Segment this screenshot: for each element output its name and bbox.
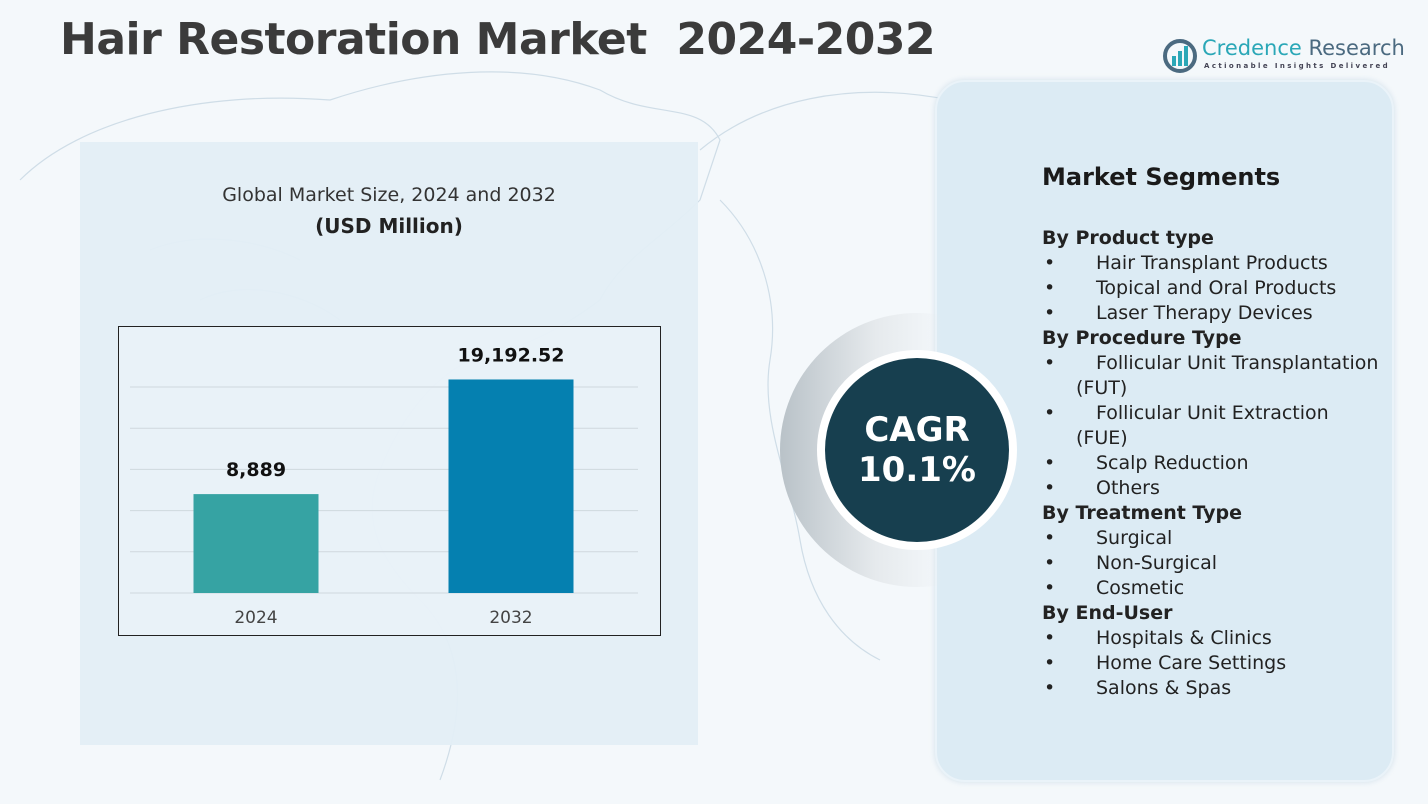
logo-name-1: Credence <box>1202 36 1302 60</box>
segment-item-label: Surgical <box>1096 527 1173 549</box>
segment-item: • Follicular Unit Transplantation (FUT) <box>1042 351 1382 401</box>
segment-group-heading: By Procedure Type <box>1042 327 1242 349</box>
segment-group-heading: By Treatment Type <box>1042 502 1243 524</box>
x-tick-label: 2032 <box>489 608 532 628</box>
segments-list: By Product type • Hair Transplant Products… <box>1042 226 1382 701</box>
chart-subtitle: (USD Million) <box>315 214 463 238</box>
bar-2032 <box>448 379 574 593</box>
segments-title: Market Segments <box>1042 163 1281 191</box>
segment-item-label: Hair Transplant Products <box>1096 252 1328 274</box>
segment-item-label: Topical and Oral Products <box>1096 277 1337 299</box>
logo: Credence Research Actionable Insights De… <box>1162 36 1405 76</box>
segment-item-label: Follicular Unit Transplantation (FUT) <box>1076 352 1379 399</box>
segment-item: • Laser Therapy Devices <box>1042 301 1382 326</box>
segment-item-label: Laser Therapy Devices <box>1096 302 1313 324</box>
logo-tagline: Actionable Insights Delivered <box>1204 62 1390 70</box>
segment-item-label: Others <box>1096 477 1160 499</box>
segment-group-heading: By End-User <box>1042 602 1173 624</box>
bullet-icon: • <box>1044 652 1056 674</box>
segment-item: • Non-Surgical <box>1042 551 1382 576</box>
bullet-icon: • <box>1044 252 1056 274</box>
segment-item-label: Scalp Reduction <box>1096 452 1249 474</box>
segment-group-heading: By Product type <box>1042 227 1214 249</box>
x-tick-label: 2024 <box>234 608 277 628</box>
bullet-icon: • <box>1044 302 1056 324</box>
segment-item: •Scalp Reduction <box>1042 451 1382 476</box>
segment-item: • Cosmetic <box>1042 576 1382 601</box>
bullet-icon: • <box>1044 477 1056 499</box>
logo-name-2: Research <box>1308 36 1405 60</box>
cagr-badge: CAGR 10.1% <box>825 358 1009 542</box>
bullet-icon: • <box>1044 552 1056 574</box>
bar-chart: 8,889 2024 19,192.52 2032 <box>130 344 638 628</box>
segment-item-label: Non-Surgical <box>1096 552 1218 574</box>
logo-chart-icon <box>1163 39 1197 73</box>
cagr-value: 10.1% <box>858 450 976 490</box>
segment-item: • Follicular Unit Extraction (FUE) <box>1042 401 1382 451</box>
segment-item: • Surgical <box>1042 526 1382 551</box>
data-label: 19,192.52 <box>458 344 565 366</box>
chart-title: Global Market Size, 2024 and 2032 <box>222 184 556 206</box>
segment-item-label: Cosmetic <box>1096 577 1185 599</box>
bullet-icon: • <box>1044 677 1056 699</box>
bullet-icon: • <box>1044 527 1056 549</box>
bullet-icon: • <box>1044 577 1056 599</box>
page-title: Hair Restoration Market 2024-2032 <box>60 14 936 65</box>
bullet-icon: • <box>1044 277 1056 299</box>
bar-2024 <box>193 494 319 593</box>
segment-item: • Others <box>1042 476 1382 501</box>
segment-item-label: Salons & Spas <box>1096 677 1232 699</box>
segment-item: • Home Care Settings <box>1042 651 1382 676</box>
segment-item: • Topical and Oral Products <box>1042 276 1382 301</box>
segment-item-label: Follicular Unit Extraction (FUE) <box>1076 402 1329 449</box>
segment-item-label: Hospitals & Clinics <box>1096 627 1272 649</box>
segment-item: • Hair Transplant Products <box>1042 251 1382 276</box>
bullet-icon: • <box>1044 402 1056 424</box>
bullet-icon: • <box>1044 627 1056 649</box>
cagr-label: CAGR <box>864 410 970 450</box>
segment-item-label: Home Care Settings <box>1096 652 1287 674</box>
segment-item: • Hospitals & Clinics <box>1042 626 1382 651</box>
bullet-icon: • <box>1044 352 1056 374</box>
data-label: 8,889 <box>226 459 286 481</box>
segment-item: • Salons & Spas <box>1042 676 1382 701</box>
